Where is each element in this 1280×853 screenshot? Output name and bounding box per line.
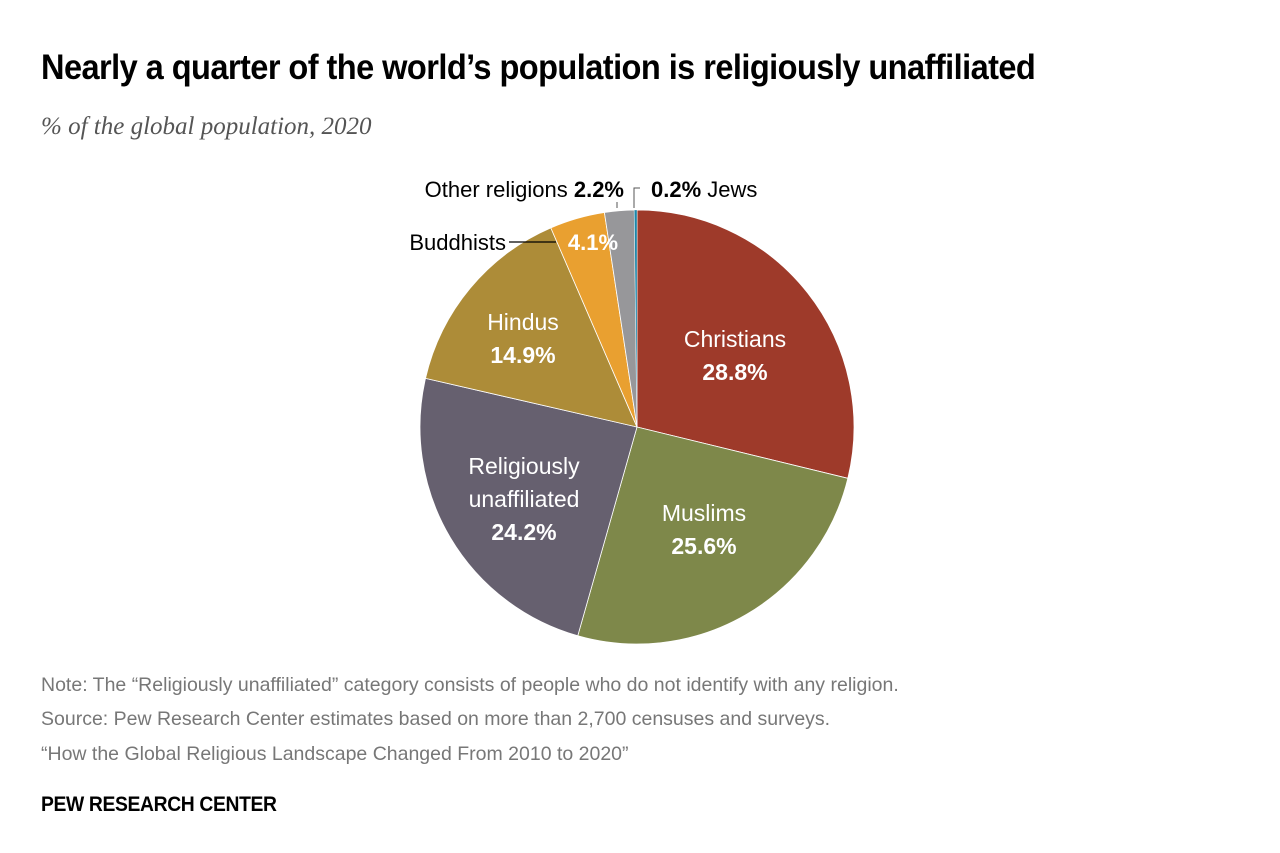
slice-value-unaffiliated: 24.2% xyxy=(491,519,556,545)
chart-subtitle: % of the global population, 2020 xyxy=(41,113,372,140)
slice-label-jews: 0.2% Jews xyxy=(651,177,757,202)
slice-value-hindus: 14.9% xyxy=(490,342,555,368)
pie-slice-muslims xyxy=(577,426,849,645)
pie-slice-unaffiliated xyxy=(419,377,638,637)
report-title: “How the Global Religious Landscape Chan… xyxy=(41,743,629,765)
slice-value-christians: 28.8% xyxy=(702,359,767,385)
callout-lines xyxy=(509,187,640,243)
slice-label-hindus: Hindus xyxy=(487,309,559,335)
slice-label-unaffiliated: Religiously xyxy=(468,453,580,479)
slice-label-other: Other religions 2.2% xyxy=(425,177,624,202)
slice-value-other: 2.2% xyxy=(574,177,624,202)
slice-label-buddhists: Buddhists xyxy=(409,230,506,255)
brand-logo-text: PEW RESEARCH CENTER xyxy=(41,793,277,816)
pie-slice-christians xyxy=(636,209,855,479)
pie-slice-hindus xyxy=(425,227,638,428)
footnote: Note: The “Religiously unaffiliated” cat… xyxy=(41,674,899,696)
slice-label-christians: Christians xyxy=(684,326,786,352)
slice-labels: Christians 28.8% Muslims 25.6% Religiously un… xyxy=(409,177,786,559)
slice-label-muslims: Muslims xyxy=(662,500,746,526)
callout-line-jews xyxy=(633,187,640,208)
source-note: Source: Pew Research Center estimates ba… xyxy=(41,708,831,730)
slice-value-buddhists: 4.1% xyxy=(568,230,618,255)
chart-title: Nearly a quarter of the world’s populati… xyxy=(41,48,1036,87)
pie-slices xyxy=(419,209,855,645)
slice-value-muslims: 25.6% xyxy=(671,533,736,559)
slice-label-unaffiliated: unaffiliated xyxy=(469,486,580,512)
slice-value-jews: 0.2% xyxy=(651,177,707,202)
pie-slice-jews xyxy=(634,209,638,428)
